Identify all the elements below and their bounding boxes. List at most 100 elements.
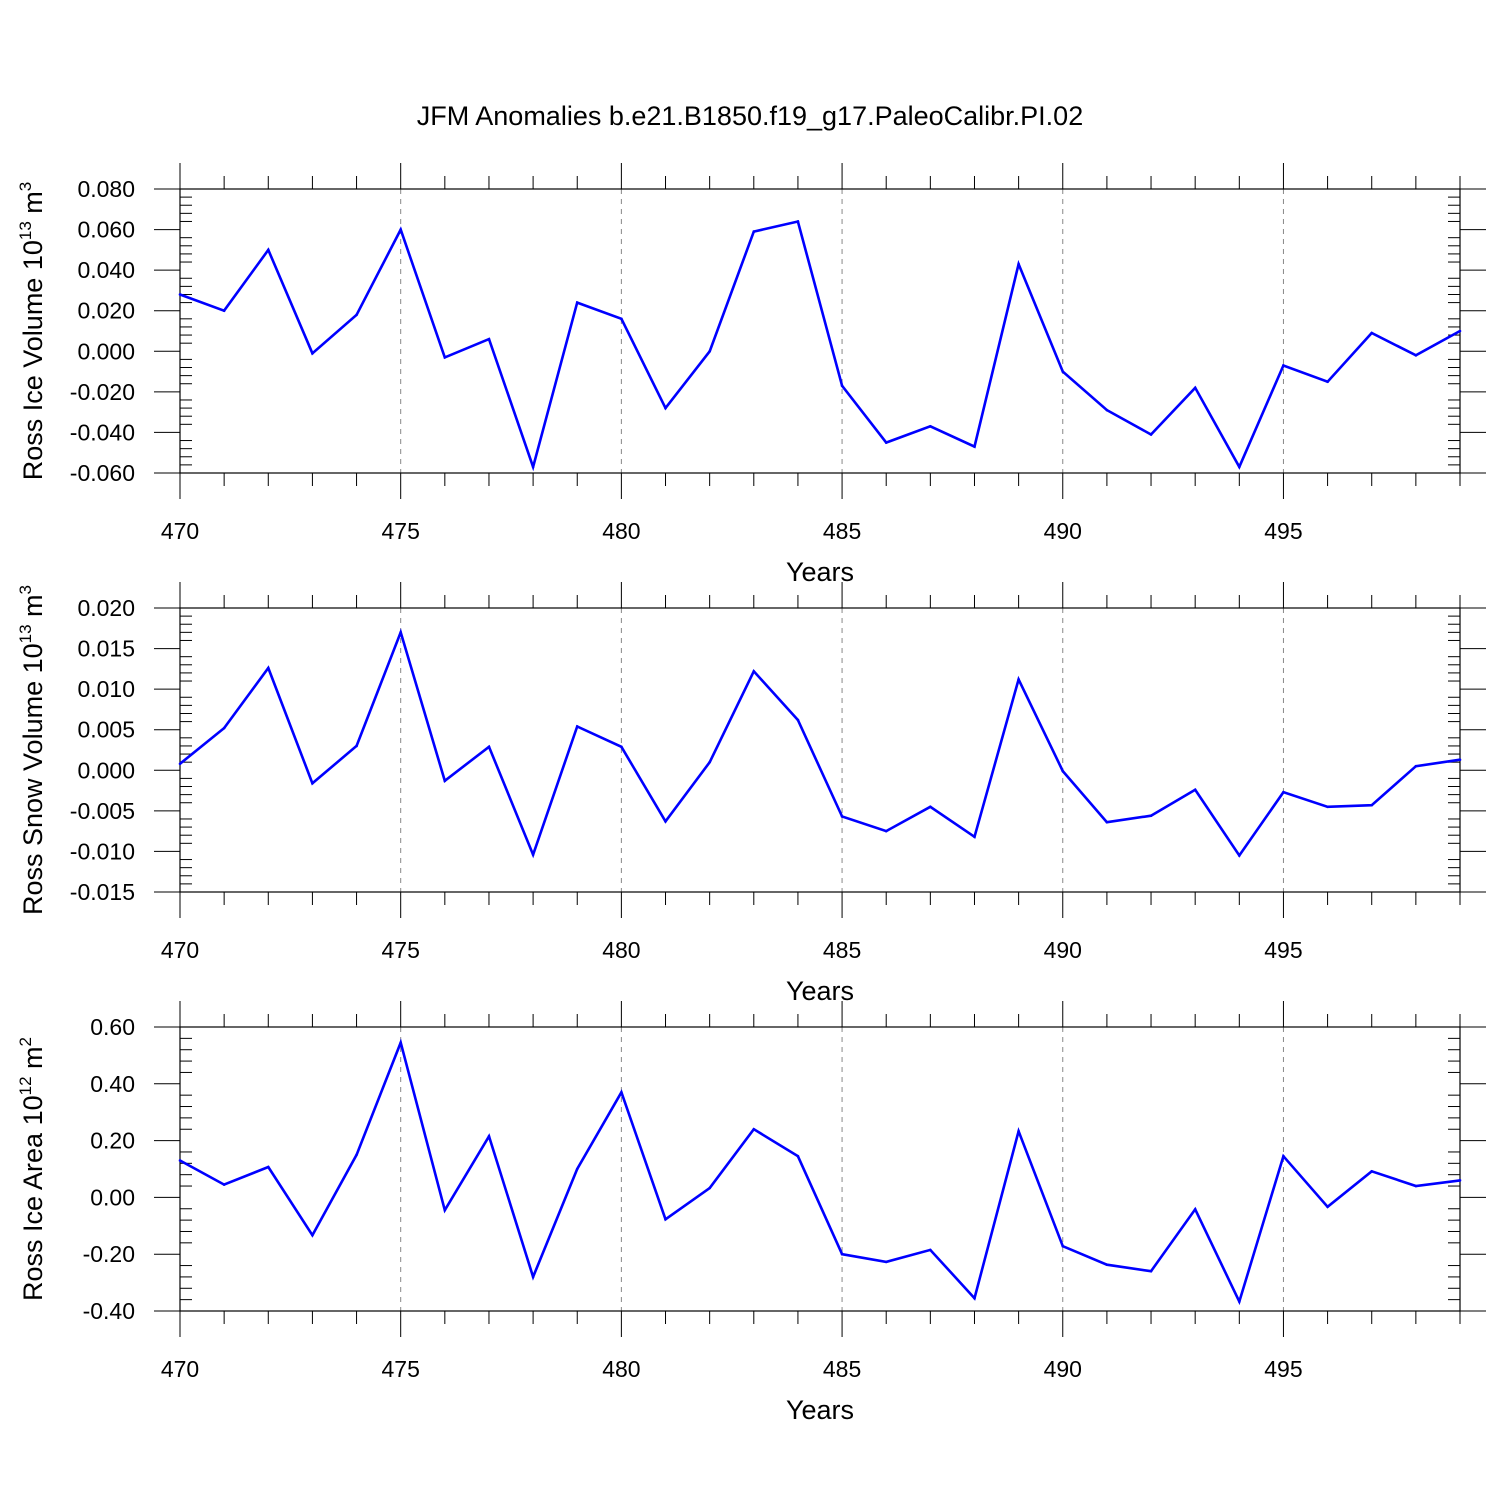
panel-3-data-point bbox=[664, 1217, 667, 1221]
panel-3-x-axis-label: Years bbox=[786, 1395, 854, 1425]
panel-1-y-tick-label: 0.080 bbox=[77, 176, 135, 202]
panel-2-data-point bbox=[1149, 814, 1153, 818]
panel-1-y-tick-label: 0.000 bbox=[77, 338, 135, 364]
panel-3-y-axis-label-part: 12 bbox=[16, 1076, 35, 1095]
panel-1-data-point bbox=[796, 220, 800, 223]
panel-3-x-tick-label: 475 bbox=[382, 1356, 420, 1382]
panel-1-x-tick-label: 495 bbox=[1264, 518, 1302, 544]
panel-1-data-point bbox=[531, 465, 535, 469]
panel-3-y-axis-label-part: Ross Ice Area 10 bbox=[18, 1095, 48, 1301]
panel-1-data-point bbox=[311, 352, 314, 355]
panel-2-y-tick-label: 0.005 bbox=[77, 717, 135, 743]
panel-1-data-point bbox=[1105, 408, 1109, 412]
panel-3-data-point bbox=[311, 1233, 314, 1237]
panel-3-data-point bbox=[752, 1127, 756, 1131]
panel-1-data-point bbox=[222, 309, 226, 313]
panel-3-y-tick-label: -0.20 bbox=[83, 1241, 135, 1267]
panel-2-data-point bbox=[1061, 769, 1065, 773]
panel-2-data-point bbox=[752, 669, 756, 673]
panel-1-y-tick-label: 0.020 bbox=[77, 298, 135, 324]
panel-3-data-point bbox=[575, 1167, 579, 1171]
panel-3-y-tick-label: 0.20 bbox=[90, 1128, 135, 1154]
panel-3-data-point bbox=[443, 1208, 447, 1212]
panel-3-data-point bbox=[178, 1159, 182, 1162]
panel-2-data-point bbox=[1282, 790, 1285, 794]
panel-1-series-line bbox=[179, 219, 1461, 472]
panel-3-y-axis-label-part: 2 bbox=[16, 1037, 35, 1046]
panel-2-data-point bbox=[1326, 805, 1329, 809]
panel-2-data-point bbox=[796, 718, 800, 722]
panel-3-y-axis-label-part: m bbox=[18, 1046, 48, 1076]
panel-3-data-point bbox=[1193, 1208, 1197, 1211]
panel-1-y-axis-label-part: Ross Ice Volume 10 bbox=[18, 240, 48, 480]
panel-1-data-point bbox=[443, 356, 447, 359]
panel-2-x-tick-label: 485 bbox=[823, 937, 861, 963]
panel-1-data-point bbox=[266, 248, 270, 252]
panel-2-y-tick-label: -0.010 bbox=[70, 838, 135, 864]
panel-1-data-point bbox=[1238, 465, 1241, 469]
panel-1-x-axis-label: Years bbox=[786, 557, 854, 587]
panel-2-data-point bbox=[929, 805, 932, 809]
panel-1-y-tick-label: 0.040 bbox=[77, 257, 135, 283]
panel-3-data-point bbox=[1105, 1263, 1109, 1267]
panel-2-data-point bbox=[1193, 788, 1197, 792]
panel-2-x-tick-label: 475 bbox=[382, 937, 420, 963]
panel-2-y-axis-label-part: 13 bbox=[16, 624, 35, 643]
panel-3-x-tick-label: 480 bbox=[602, 1356, 640, 1382]
panel-1-y-tick-label: -0.060 bbox=[70, 460, 135, 486]
panel-1-data-point bbox=[752, 230, 756, 233]
panel-1-y-tick-label: -0.020 bbox=[70, 379, 135, 405]
panel-3-data-point bbox=[1326, 1205, 1329, 1209]
panel-3: 0.60 0.40 0.20 0.00 -0.20 -0.40 470 475 480 485 49… bbox=[16, 1001, 1486, 1425]
panel-2-y-axis-label-part: m bbox=[18, 594, 48, 624]
panel-1-y-axis-label-part: 13 bbox=[16, 221, 35, 240]
panel-2-data-point bbox=[620, 745, 623, 749]
panel-1-x-tick-label: 470 bbox=[161, 518, 199, 544]
panel-2-y-axis-label: Ross Snow Volume 1013 m3 bbox=[16, 585, 48, 915]
panel-3-data-point bbox=[620, 1091, 623, 1094]
panel-2-data-point bbox=[1017, 678, 1020, 681]
panel-2-data-point bbox=[575, 725, 579, 728]
panel-1-data-point bbox=[178, 293, 182, 296]
panel-3-frame bbox=[179, 1026, 1461, 1312]
panel-3-y-tick-label: 0.00 bbox=[90, 1184, 135, 1210]
panel-3-data-point bbox=[884, 1260, 888, 1264]
panel-3-data-point bbox=[1061, 1244, 1065, 1248]
panel-3-data-point bbox=[840, 1252, 844, 1256]
panel-3-data-point bbox=[355, 1153, 358, 1157]
panel-2-data-point bbox=[178, 762, 182, 766]
panel-2-data-point bbox=[487, 745, 491, 749]
panel-1-data-point bbox=[664, 406, 667, 410]
panel-1-data-point bbox=[399, 228, 402, 231]
panel-2-data-point bbox=[1370, 803, 1374, 807]
panel-2-data-point bbox=[1458, 758, 1462, 762]
panel-3-y-tick-label: 0.60 bbox=[90, 1014, 135, 1040]
panel-1-y-axis-label: Ross Ice Volume 1013 m3 bbox=[16, 182, 48, 481]
panel-1-data-point bbox=[620, 317, 623, 321]
panel-3-data-point bbox=[1017, 1129, 1020, 1133]
panel-1-x-tick-label: 490 bbox=[1044, 518, 1082, 544]
panel-1-data-point bbox=[1458, 329, 1462, 333]
panel-3-y-axis-label: Ross Ice Area 1012 m2 bbox=[16, 1037, 48, 1301]
panel-1-data-point bbox=[1193, 386, 1197, 390]
panel-1-x-tick-label: 480 bbox=[602, 518, 640, 544]
panel-3-data-point bbox=[1149, 1269, 1153, 1273]
panel-2-y-tick-label: -0.005 bbox=[70, 798, 135, 824]
panel-2-data-point bbox=[1105, 820, 1109, 824]
panel-1-data-point bbox=[1326, 380, 1329, 384]
panel-2-data-point bbox=[840, 815, 844, 818]
panel-2-data-point bbox=[266, 666, 270, 670]
panel-3-data-point bbox=[531, 1275, 535, 1279]
panel-2-x-tick-label: 470 bbox=[161, 937, 199, 963]
panel-3-data-point bbox=[973, 1296, 976, 1300]
panel-3-series-line bbox=[179, 1038, 1461, 1306]
panel-1-y-axis-label-part: m bbox=[18, 191, 48, 221]
panel-1-data-point bbox=[355, 313, 358, 317]
panel-1-x-tick-label: 475 bbox=[382, 518, 420, 544]
panel-3-data-point bbox=[1458, 1179, 1462, 1182]
panel-3-x-tick-label: 495 bbox=[1264, 1356, 1302, 1382]
panel-3-data-point bbox=[266, 1165, 270, 1169]
panel-3-data-point bbox=[1238, 1300, 1241, 1303]
